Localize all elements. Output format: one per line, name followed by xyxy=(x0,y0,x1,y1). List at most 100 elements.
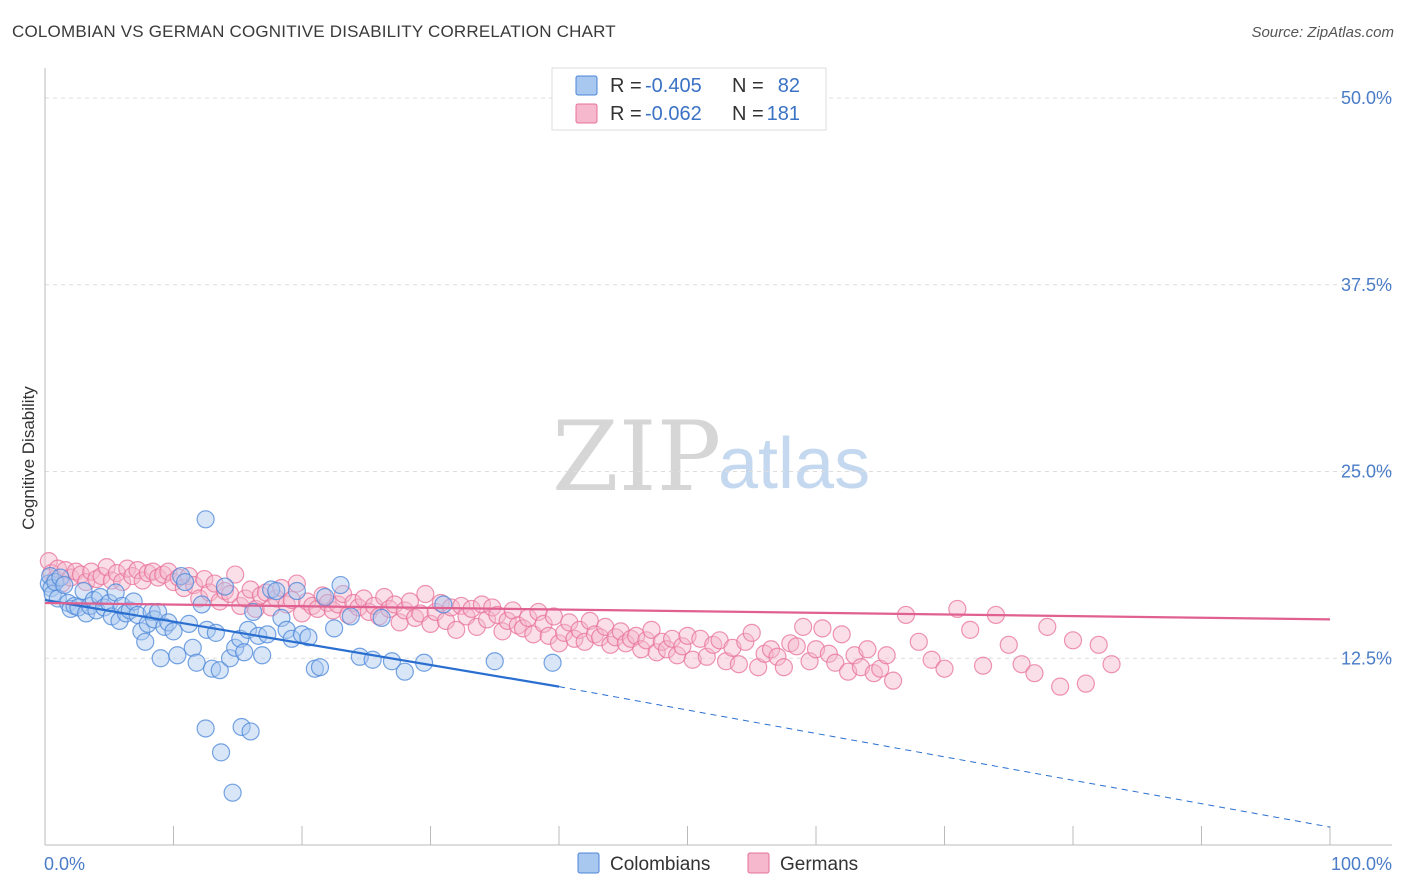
bottom-legend-swatch-germans xyxy=(747,852,770,874)
point-germans-175 xyxy=(1102,655,1121,674)
legend-r-label-germans: R = xyxy=(610,103,642,125)
point-germans-107 xyxy=(580,611,599,631)
point-germans-100 xyxy=(544,607,563,626)
point-germans-76 xyxy=(421,614,440,633)
point-colombians-46 xyxy=(202,659,222,678)
watermark-atlas: atlas xyxy=(718,424,870,504)
point-colombians-83 xyxy=(211,743,231,762)
point-germans-41 xyxy=(241,580,260,599)
point-germans-139 xyxy=(761,640,781,659)
bottom-legend-swatch-colombians xyxy=(577,852,600,874)
point-germans-169 xyxy=(1025,664,1044,683)
point-germans-94 xyxy=(513,619,533,638)
point-colombians-84 xyxy=(232,717,251,737)
y-tick-label-1: 25.0% xyxy=(1341,462,1392,482)
point-germans-87 xyxy=(477,610,497,629)
point-germans-148 xyxy=(819,644,838,663)
point-germans-93 xyxy=(508,616,527,635)
point-germans-13 xyxy=(97,558,116,577)
legend-n-label-colombians: N = xyxy=(732,75,764,97)
point-colombians-80 xyxy=(485,652,504,671)
point-germans-49 xyxy=(282,590,301,610)
point-germans-16 xyxy=(112,572,132,592)
point-colombians-66 xyxy=(299,628,318,647)
point-colombians-53 xyxy=(235,643,254,662)
point-germans-161 xyxy=(922,650,941,669)
point-germans-72 xyxy=(400,592,420,611)
bottom-legend: Colombians Germans xyxy=(577,852,858,875)
point-germans-15 xyxy=(107,563,127,583)
point-germans-170 xyxy=(1038,617,1057,636)
point-colombians-82 xyxy=(196,719,215,738)
point-germans-136 xyxy=(742,623,761,642)
point-colombians-79 xyxy=(434,595,453,614)
point-germans-123 xyxy=(662,629,682,648)
point-colombians-68 xyxy=(310,658,330,677)
point-germans-143 xyxy=(787,637,806,656)
point-colombians-87 xyxy=(196,510,215,529)
trend-extension-colombians xyxy=(558,686,1331,828)
point-colombians-43 xyxy=(187,653,206,672)
point-germans-116 xyxy=(626,626,646,645)
legend-box: R = -0.405 N = 82 R = -0.062 N = 181 xyxy=(551,67,827,131)
point-germans-18 xyxy=(123,566,142,586)
legend-swatch-germans xyxy=(575,103,598,124)
point-germans-162 xyxy=(935,659,954,678)
point-germans-98 xyxy=(534,614,553,633)
point-germans-147 xyxy=(813,619,832,638)
point-germans-34 xyxy=(205,574,224,593)
point-germans-109 xyxy=(591,628,610,647)
point-germans-174 xyxy=(1089,635,1108,654)
point-colombians-42 xyxy=(183,638,202,657)
point-germans-69 xyxy=(385,595,404,614)
data-points xyxy=(39,510,1121,802)
point-germans-104 xyxy=(565,629,584,648)
point-germans-141 xyxy=(774,658,793,677)
point-germans-165 xyxy=(973,656,993,675)
grid xyxy=(45,97,1392,659)
point-germans-118 xyxy=(637,631,656,650)
legend-swatch-colombians xyxy=(575,75,598,96)
point-colombians-28 xyxy=(132,622,151,641)
point-germans-173 xyxy=(1076,674,1095,693)
point-colombians-55 xyxy=(244,602,263,622)
point-germans-167 xyxy=(999,635,1018,654)
point-germans-149 xyxy=(826,653,845,672)
bottom-legend-label-colombians: Colombians xyxy=(610,854,710,875)
point-germans-102 xyxy=(555,623,574,642)
point-germans-75 xyxy=(416,584,435,604)
point-colombians-58 xyxy=(258,625,277,644)
point-colombians-49 xyxy=(215,577,234,596)
point-colombians-29 xyxy=(136,632,155,651)
legend-r-label-colombians: R = xyxy=(610,75,642,97)
x-tick-label-min: 0.0% xyxy=(44,854,85,874)
chart-title: COLOMBIAN VS GERMAN COGNITIVE DISABILITY… xyxy=(12,22,616,41)
legend-r-value-colombians: -0.405 xyxy=(645,75,702,97)
point-germans-19 xyxy=(128,561,147,580)
point-germans-163 xyxy=(948,599,967,619)
point-germans-117 xyxy=(632,640,651,659)
series-colombians xyxy=(39,510,562,802)
point-germans-12 xyxy=(92,566,111,586)
point-colombians-57 xyxy=(253,646,272,665)
point-colombians-69 xyxy=(316,587,335,607)
point-germans-172 xyxy=(1063,631,1083,650)
point-colombians-75 xyxy=(372,608,391,628)
axes xyxy=(44,68,1392,846)
point-colombians-26 xyxy=(124,592,143,611)
point-colombians-72 xyxy=(341,607,360,626)
point-germans-103 xyxy=(560,613,579,632)
point-colombians-85 xyxy=(241,722,260,741)
point-germans-85 xyxy=(467,617,486,636)
point-germans-67 xyxy=(375,587,394,607)
point-colombians-61 xyxy=(272,608,291,628)
trend-line-colombians xyxy=(44,598,560,688)
point-germans-168 xyxy=(1012,655,1031,674)
legend-n-value-germans: 181 xyxy=(767,103,800,125)
point-germans-38 xyxy=(226,565,245,584)
point-colombians-38 xyxy=(168,646,187,665)
trend-lines xyxy=(44,598,1331,828)
legend-n-label-germans: N = xyxy=(732,103,764,125)
point-germans-90 xyxy=(493,622,512,641)
point-germans-154 xyxy=(858,640,877,659)
